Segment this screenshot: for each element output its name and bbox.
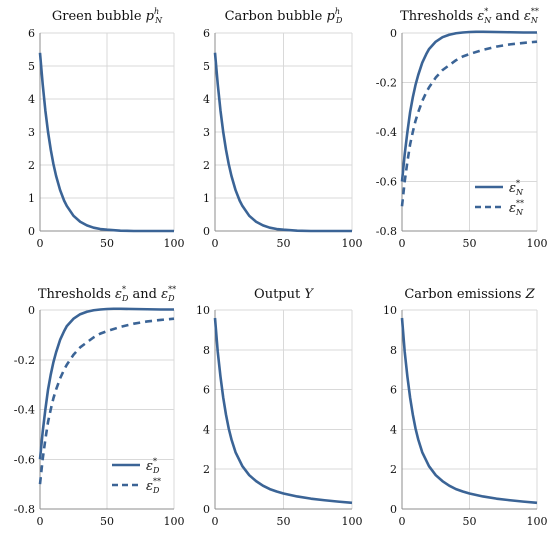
y-tick-label: -0.6: [14, 453, 35, 466]
x-tick-label: 100: [342, 515, 363, 528]
y-tick-label: 3: [203, 126, 210, 139]
y-tick-label: 2: [203, 463, 210, 476]
legend-label: ε* D: [146, 457, 160, 475]
y-tick-label: 5: [203, 60, 210, 73]
y-tick-label: 2: [28, 159, 35, 172]
y-tick-label: -0.2: [376, 77, 397, 90]
x-tick-label: 0: [37, 237, 44, 250]
x-tick-label: 100: [164, 237, 185, 250]
y-tick-label: -0.2: [14, 354, 35, 367]
chart-title: Output Y: [254, 287, 314, 302]
series-line-solid: [400, 317, 538, 505]
legend: ε* D ε** D: [112, 457, 161, 495]
y-tick-label: -0.6: [376, 176, 397, 189]
series-line-dashed: [400, 40, 538, 207]
x-tick-label: 50: [100, 515, 114, 528]
series-line-dashed: [38, 317, 175, 485]
series-line-solid: [38, 52, 174, 233]
y-tick-label: -0.8: [14, 503, 35, 516]
y-tick-label: 0: [28, 225, 35, 238]
x-tick-label: 0: [399, 237, 406, 250]
series-line-solid: [213, 52, 352, 233]
x-tick-label: 50: [463, 237, 477, 250]
y-tick-label: 10: [196, 304, 210, 317]
series-line-solid: [213, 317, 353, 505]
y-tick-label: 3: [28, 126, 35, 139]
legend-label: ε* N: [509, 179, 524, 197]
y-tick-label: 0: [390, 27, 397, 40]
y-tick-label: 1: [28, 192, 35, 205]
y-tick-label: 0: [203, 225, 210, 238]
series-line-solid: [38, 307, 174, 460]
y-tick-label: 2: [203, 159, 210, 172]
legend-label: ε** N: [509, 199, 524, 217]
chart-title: Carbon emissions Z: [404, 287, 535, 302]
x-tick-label: 100: [527, 515, 548, 528]
y-tick-label: -0.4: [14, 404, 35, 417]
y-tick-label: 2: [390, 463, 397, 476]
legend-label: ε** D: [146, 477, 161, 495]
x-tick-label: 0: [212, 515, 219, 528]
y-tick-label: -0.4: [376, 126, 397, 139]
x-tick-label: 0: [37, 515, 44, 528]
chart-title: Carbon bubble ph D: [225, 7, 343, 25]
x-tick-label: 50: [100, 237, 114, 250]
chart-panel-3: -0.8 -0.6 -0.4 -0.2 0 0 50 100 Thresholds ε* N an…: [376, 7, 548, 250]
y-tick-label: 4: [203, 93, 210, 106]
y-tick-label: 4: [203, 423, 210, 436]
series-line-solid: [400, 30, 537, 182]
y-tick-label: 0: [28, 304, 35, 317]
y-tick-label: 0: [390, 503, 397, 516]
y-tick-label: 6: [28, 27, 35, 40]
chart-panel-2: 0 1 2 3 4 5 6 0 50 100 Carbon bubble ph D: [203, 7, 363, 250]
x-tick-label: 100: [342, 237, 363, 250]
y-tick-label: -0.8: [376, 225, 397, 238]
legend: ε* N ε** N: [475, 179, 524, 217]
y-tick-label: 4: [28, 93, 35, 106]
chart-title: Thresholds ε* N and ε** N: [400, 7, 539, 25]
x-tick-label: 50: [277, 237, 291, 250]
y-tick-label: 8: [203, 344, 210, 357]
x-tick-label: 0: [399, 515, 406, 528]
x-tick-label: 100: [527, 237, 548, 250]
y-tick-label: 1: [203, 192, 210, 205]
y-tick-label: 4: [390, 423, 397, 436]
y-tick-label: 5: [28, 60, 35, 73]
x-tick-label: 100: [164, 515, 185, 528]
chart-title: Green bubble ph N: [52, 7, 163, 25]
y-tick-label: 8: [390, 344, 397, 357]
chart-title: Thresholds ε* D and ε** D: [38, 285, 176, 303]
y-tick-label: 10: [383, 304, 397, 317]
y-tick-label: 6: [203, 27, 210, 40]
chart-panel-1: 0 1 2 3 4 5 6 0 50 100 Green bubble ph N: [28, 7, 185, 250]
x-tick-label: 50: [463, 515, 477, 528]
x-tick-label: 50: [277, 515, 291, 528]
y-tick-label: 6: [203, 384, 210, 397]
x-tick-label: 0: [212, 237, 219, 250]
y-tick-label: 0: [203, 503, 210, 516]
chart-panel-4: -0.8 -0.6 -0.4 -0.2 0 0 50 100 Thresholds ε* D an…: [14, 285, 185, 528]
y-tick-label: 6: [390, 384, 397, 397]
